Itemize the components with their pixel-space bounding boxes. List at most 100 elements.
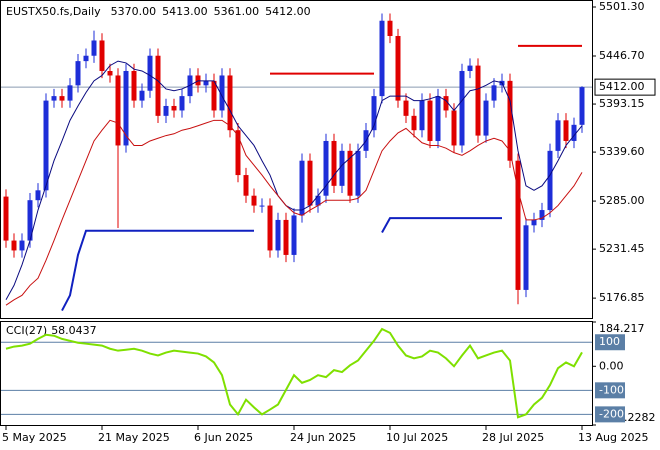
candle-body — [571, 124, 577, 141]
y-tick-label: 5285.00 — [599, 194, 645, 207]
candle-body — [547, 150, 553, 211]
candle-body — [171, 105, 177, 111]
chart-title: EUSTX50.fs,Daily — [6, 5, 101, 18]
candle-body — [419, 100, 425, 131]
indicator-line — [5, 327, 583, 419]
candle-body — [411, 115, 417, 131]
x-tick-label: 28 Jul 2025 — [482, 431, 544, 444]
candle-body — [395, 35, 401, 101]
candle-body — [451, 110, 457, 146]
candle-body — [507, 80, 513, 161]
candle-body — [251, 195, 257, 206]
y-tick-label: 5501.30 — [599, 0, 645, 13]
candle-body — [67, 85, 73, 101]
candle-body — [563, 120, 569, 141]
candle-body — [427, 100, 433, 141]
overlay-line — [61, 217, 502, 312]
candle-body — [523, 225, 529, 290]
candle-body — [387, 20, 393, 36]
candle-body — [235, 130, 241, 176]
y-tick-label: 5446.70 — [599, 49, 645, 62]
candle-body — [315, 195, 321, 206]
candle-body — [275, 219, 281, 251]
candle-body — [203, 80, 209, 86]
header-value: 5361.00 — [214, 5, 260, 18]
candle-body — [475, 65, 481, 136]
candle-body — [307, 160, 313, 206]
x-tick-label: 13 Aug 2025 — [578, 431, 648, 444]
candle-body — [179, 96, 185, 111]
candle-body — [483, 100, 489, 136]
header-value: 5370.00 — [111, 5, 157, 18]
x-tick-label: 21 May 2025 — [98, 431, 170, 444]
indicator-panel-frame — [0, 321, 593, 426]
chart-header: EUSTX50.fs,Daily 5370.00 5413.00 5361.00 541… — [6, 5, 311, 18]
candle-body — [331, 140, 337, 186]
candle-body — [283, 219, 289, 255]
candle-body — [27, 200, 33, 241]
candle-body — [219, 75, 225, 111]
level-label: -100 — [599, 383, 624, 396]
candle-body — [91, 40, 97, 56]
candle-body — [491, 85, 497, 101]
candle-body — [59, 96, 65, 101]
x-tick-label: 5 May 2025 — [2, 431, 67, 444]
level-box — [595, 382, 625, 399]
level-label: -200 — [599, 407, 624, 420]
overlay-line — [5, 119, 583, 306]
candle-body — [35, 190, 41, 201]
candle-body — [339, 150, 345, 186]
candle-body — [355, 150, 361, 196]
y-tick-label: 5393.15 — [599, 97, 645, 110]
candle-body — [139, 90, 145, 101]
candle-body — [3, 196, 9, 241]
header-value: 5413.00 — [162, 5, 208, 18]
candle-body — [163, 105, 169, 116]
candle-body — [435, 96, 441, 141]
level-label: 100 — [599, 335, 620, 348]
candle-body — [83, 55, 89, 62]
candle-body — [115, 75, 121, 146]
candle-body — [371, 96, 377, 131]
y-tick-label: 184.217 — [599, 322, 645, 335]
main-panel-frame — [0, 0, 593, 319]
overlay-line — [5, 60, 583, 301]
candle-body — [19, 240, 25, 251]
indicator-header: CCI(27) 58.0437 — [6, 324, 97, 337]
candle-body — [291, 215, 297, 255]
candle-body — [299, 160, 305, 216]
candle-body — [131, 70, 137, 101]
candle-body — [379, 20, 385, 97]
candle-body — [579, 87, 585, 125]
candle-body — [147, 55, 153, 91]
y-tick-label: 5176.85 — [599, 291, 645, 304]
candle-body — [267, 205, 273, 251]
header-value: 5412.00 — [265, 5, 311, 18]
y-tick-label: 5339.60 — [599, 145, 645, 158]
current-price-box — [594, 78, 656, 96]
candle-body — [347, 150, 353, 196]
candle-body — [11, 240, 17, 251]
candle-body — [211, 80, 217, 111]
candle-body — [443, 96, 449, 111]
candle-body — [51, 96, 57, 101]
candle-body — [459, 70, 465, 146]
candle-body — [123, 70, 129, 146]
candle-body — [323, 140, 329, 196]
indicator-title: CCI(27) — [6, 324, 47, 337]
y-tick-label: 0.00 — [599, 359, 624, 372]
candle-body — [75, 61, 81, 86]
candle-body — [43, 100, 49, 191]
candle-body — [227, 75, 233, 131]
candle-body — [259, 205, 265, 207]
current-price-label: 5412.00 — [599, 80, 645, 93]
overlay-line — [270, 44, 582, 75]
candle-body — [403, 100, 409, 116]
y-tick-label: 5231.45 — [599, 242, 645, 255]
candle-body — [99, 40, 105, 71]
candle-body — [467, 65, 473, 71]
candle-body — [243, 175, 249, 196]
candle-body — [107, 70, 113, 76]
